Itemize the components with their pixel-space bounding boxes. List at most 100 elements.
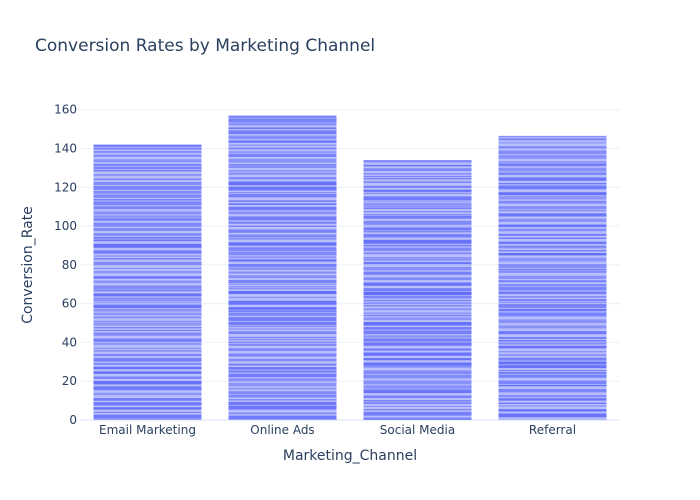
bar-stripe [228, 200, 337, 203]
bar-stripe [228, 343, 337, 346]
bar-stripe [93, 347, 202, 349]
y-tick-label: 140 [54, 141, 77, 155]
bar[interactable] [93, 144, 202, 420]
bar-stripe [93, 329, 202, 331]
bar-stripe [498, 409, 607, 412]
bar-stripe [228, 378, 337, 382]
bar-stripe [228, 348, 337, 351]
bar-stripe [228, 321, 337, 325]
bar-stripe [363, 227, 472, 231]
bar-stripe [228, 238, 337, 240]
bar-stripe [363, 175, 472, 178]
bar-stripe [363, 168, 472, 172]
x-tick-labels: Email Marketing Online Ads Social Media Ref… [99, 423, 576, 437]
bar[interactable] [228, 115, 337, 421]
bar-stripe [498, 138, 607, 141]
bar-stripe [228, 382, 337, 387]
y-tick-labels: 0 20 40 60 80 100 120 140 160 [54, 103, 77, 427]
bar-stripe [363, 215, 472, 219]
bar[interactable] [498, 135, 607, 420]
bar-stripe [498, 342, 607, 345]
bar-stripe [498, 200, 607, 204]
bar-stripe [498, 245, 607, 249]
bar-stripe [498, 374, 607, 378]
bar-stripe [498, 331, 607, 335]
bar-stripe [93, 285, 202, 290]
bar-stripe [363, 417, 472, 420]
bar-stripe [93, 233, 202, 236]
bar-stripe [228, 229, 337, 233]
bar-stripe [228, 123, 337, 126]
x-tick-label: Referral [529, 423, 576, 437]
bar-stripe [228, 259, 337, 262]
bar-stripe [498, 284, 607, 287]
bar-stripe [93, 371, 202, 374]
bar-stripe [363, 402, 472, 404]
bar-stripe [228, 300, 337, 305]
bar-stripe [228, 186, 337, 191]
bar-stripe [363, 207, 472, 210]
bar-stripe [498, 146, 607, 149]
bar-stripe [498, 252, 607, 256]
bar-stripe [498, 394, 607, 398]
bar-stripe [93, 407, 202, 410]
bar-stripe [93, 297, 202, 301]
bar-stripe [228, 203, 337, 205]
bar-stripe [498, 196, 607, 200]
y-tick-label: 80 [62, 258, 77, 272]
bar-stripe [93, 255, 202, 257]
bar-stripe [93, 353, 202, 357]
bar-stripe [93, 414, 202, 419]
bar-stripe [498, 257, 607, 262]
bar-stripe [93, 293, 202, 297]
bar[interactable] [363, 160, 472, 420]
bar-stripe [93, 316, 202, 319]
bar-stripe [363, 305, 472, 307]
bar-stripe [93, 211, 202, 215]
bar-stripe [228, 115, 337, 119]
bar-stripe [228, 127, 337, 130]
bar-stripe [498, 280, 607, 283]
x-tick-label: Social Media [380, 423, 455, 437]
bar-stripe [363, 352, 472, 356]
bar-stripe [228, 158, 337, 163]
bar-stripe [93, 166, 202, 170]
bar-stripe [93, 261, 202, 266]
bar-stripe [498, 224, 607, 228]
bar-stripe [228, 164, 337, 166]
bar-stripe [498, 357, 607, 361]
bar-stripe [93, 309, 202, 312]
bar-stripe [498, 312, 607, 317]
bar-stripe [228, 331, 337, 334]
bar-stripe [93, 366, 202, 370]
y-tick-label: 100 [54, 219, 77, 233]
bar-stripe [93, 280, 202, 283]
x-tick-label: Online Ads [250, 423, 314, 437]
bar-stripe [498, 264, 607, 269]
bar-stripe [228, 401, 337, 406]
bar-stripe [93, 144, 202, 148]
bar-stripe [228, 206, 337, 211]
bar-stripe [363, 317, 472, 321]
bar-stripe [363, 262, 472, 265]
bar-stripe [498, 183, 607, 185]
bar-stripe [93, 243, 202, 248]
y-tick-label: 0 [69, 413, 77, 427]
bar-stripe [228, 338, 337, 341]
bar-stripe [498, 308, 607, 312]
bar-stripe [363, 375, 472, 379]
bar-stripe [228, 341, 337, 343]
bar-stripe [228, 290, 337, 294]
bar-stripe [498, 206, 607, 209]
bar-stripe [228, 225, 337, 227]
bar-stripe [498, 218, 607, 222]
bar-stripe [93, 185, 202, 190]
bar-stripe [498, 384, 607, 387]
bar-stripe [93, 267, 202, 269]
bar-stripe [228, 373, 337, 378]
bar-stripe [93, 301, 202, 303]
bar-stripe [93, 250, 202, 254]
bar-stripe [363, 189, 472, 192]
bar-stripe [363, 200, 472, 202]
bar-stripe [498, 380, 607, 385]
